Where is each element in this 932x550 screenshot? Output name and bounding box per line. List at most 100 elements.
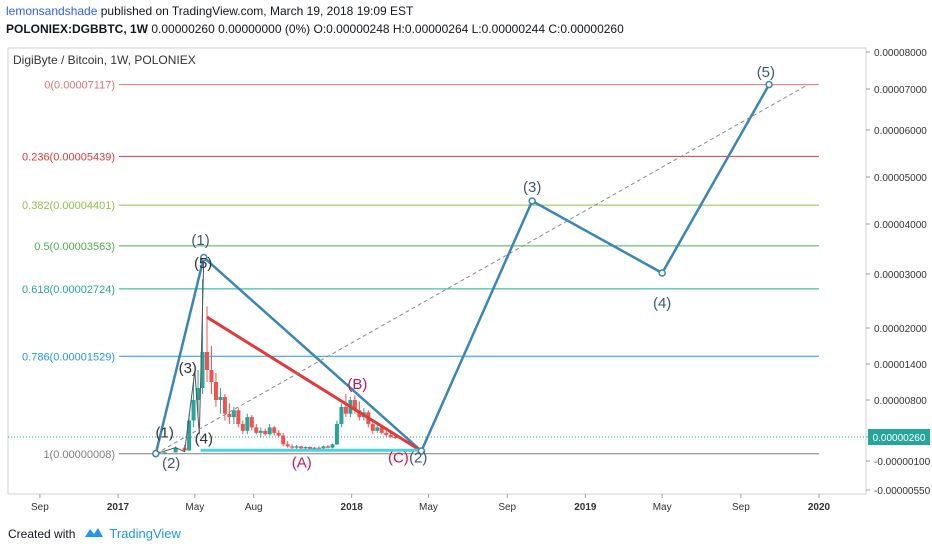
y-tick-label: -0.00000100: [874, 457, 931, 468]
candle-body: [290, 446, 295, 448]
wave-pivot-marker: [765, 80, 773, 89]
x-tick-label: 2020: [808, 502, 831, 513]
y-tick-label: 0.00004000: [874, 220, 927, 231]
candle-body: [258, 430, 263, 433]
chart-title: DigiByte / Bitcoin, 1W, POLONIEX: [13, 53, 196, 67]
candle-body: [330, 444, 335, 448]
candle-body: [200, 352, 205, 388]
wave-label: (5): [757, 64, 775, 81]
x-tick-label: May: [185, 502, 204, 513]
last-price-tag: [868, 429, 930, 445]
y-tick-label: 0.00007000: [874, 85, 927, 96]
series: [154, 83, 809, 455]
y-tick-label: -0.00000550: [874, 486, 931, 497]
wave-label: (3): [523, 179, 541, 196]
x-tick-label: 2018: [341, 502, 364, 513]
x-tick-label: Sep: [732, 502, 750, 513]
tradingview-brand-link[interactable]: TradingView: [109, 526, 181, 541]
publish-info: published on TradingView.com, March 19, …: [100, 4, 414, 18]
wave-label: (A): [292, 454, 312, 471]
wave-label: (B): [347, 376, 367, 393]
candle-body: [236, 410, 241, 424]
created-with-label: Created with: [8, 526, 76, 541]
y-tick-label: 0.00002000: [874, 324, 927, 335]
fib-level-label: 0(0.00007117): [44, 80, 115, 92]
series-triangle-upper: [206, 315, 419, 451]
candle-body: [308, 447, 313, 449]
fib-lines: [8, 84, 866, 455]
symbol-label: POLONIEX:DGBBTC, 1W: [6, 22, 149, 36]
candle-body: [352, 400, 357, 411]
candle-body: [294, 446, 299, 448]
candle-body: [245, 417, 250, 431]
text-labels: 0(0.00007117) 0.236(0.00005439) 0.382(0.00…: [13, 53, 775, 472]
candle-body: [393, 437, 398, 438]
symbol-line: POLONIEX:DGBBTC, 1W 0.00000260 0.0000000…: [6, 22, 624, 36]
author-link[interactable]: lemonsandshade: [6, 4, 98, 18]
candle-body: [384, 432, 389, 435]
axes: Sep 2017 May Aug 2018 May Sep 2019 May Sep 2020 0.0…: [8, 48, 931, 513]
candle-body: [191, 400, 196, 421]
wave-label: (1): [156, 425, 174, 442]
candle-body: [375, 427, 380, 431]
candle-body: [204, 352, 209, 370]
tradingview-logo-icon: [83, 525, 105, 542]
candle-body: [339, 406, 344, 424]
wave-label: (1): [191, 232, 209, 249]
candle-body: [379, 427, 384, 433]
candle-body: [321, 446, 326, 449]
series-elliott-wave-projection: [154, 83, 771, 454]
publish-line: lemonsandshade published on TradingView.…: [6, 4, 413, 18]
candle-body: [343, 406, 348, 414]
candle-body: [222, 397, 227, 414]
candle-body: [173, 447, 178, 453]
wave-label: (2): [162, 455, 180, 472]
candle-body: [218, 397, 223, 400]
fib-level-label: 0.618(0.00002724): [22, 284, 115, 296]
x-tick-label: Sep: [498, 502, 516, 513]
candle-body: [334, 423, 339, 445]
wave-label: (4): [195, 431, 213, 448]
x-tick-label: Aug: [245, 502, 263, 513]
fib-level-label: 0.382(0.00004401): [22, 200, 115, 212]
wave-label: (4): [653, 295, 671, 312]
footer: Created with TradingView: [8, 525, 181, 542]
y-tick-label: 0.00006000: [874, 126, 927, 137]
candle-body: [227, 413, 232, 418]
candle-body: [312, 447, 317, 449]
candle-body: [240, 423, 245, 431]
series-trend: [155, 84, 809, 455]
candle-body: [388, 434, 393, 437]
candle-body: [267, 427, 272, 435]
candle-body: [249, 417, 254, 428]
wave-pivot-marker: [200, 253, 208, 262]
candle-body: [303, 447, 308, 449]
candle-body: [299, 446, 304, 449]
candle-body: [196, 388, 201, 400]
candle-body: [209, 370, 214, 382]
candle-body: [281, 435, 286, 445]
candle-body: [276, 432, 281, 436]
candle-body: [285, 444, 290, 447]
wave-pivot-marker: [417, 447, 426, 455]
y-tick-label: 0.00001400: [874, 360, 927, 371]
wave-pivot-marker: [152, 449, 160, 458]
fib-level-label: 1(0.00000008): [43, 449, 115, 461]
y-tick-label: 0.00003000: [874, 270, 927, 281]
candle-body: [162, 452, 167, 454]
x-tick-label: 2019: [574, 502, 597, 513]
plot-frame: [7, 47, 867, 495]
candle-body: [231, 410, 236, 418]
candle-body: [213, 382, 218, 400]
x-tick-label: 2017: [107, 502, 130, 513]
candle-body: [317, 447, 322, 449]
x-tick-label: May: [419, 502, 438, 513]
x-tick-label: Sep: [31, 502, 49, 513]
fib-level-label: 0.236(0.00005439): [22, 151, 115, 163]
y-tick-label: 0.00008000: [874, 48, 927, 59]
wave-label: (5): [194, 255, 212, 272]
candle-body: [254, 427, 259, 433]
candle-body: [325, 446, 330, 448]
wave-pivot-marker: [528, 197, 536, 205]
